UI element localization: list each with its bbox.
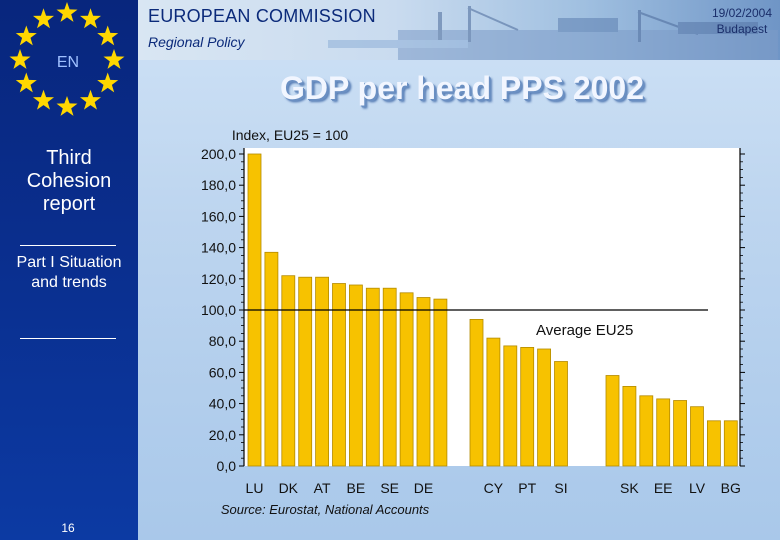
bar: [537, 348, 552, 467]
x-tick-label: DE: [414, 480, 433, 496]
star-icon: [97, 25, 119, 46]
y-tick-label: 180,0: [201, 177, 236, 193]
bar: [264, 251, 279, 467]
star-icon: [15, 72, 37, 93]
x-tick-label: BE: [347, 480, 366, 496]
bar: [281, 275, 296, 467]
x-tick-label: EE: [654, 480, 673, 496]
divider: [20, 338, 116, 339]
organization-name: EUROPEAN COMMISSION: [148, 6, 376, 26]
star-icon: [97, 72, 119, 93]
bar: [315, 276, 329, 467]
date-location: 19/02/2004 Budapest: [712, 5, 772, 37]
language-label: EN: [56, 54, 80, 71]
chart-subtitle: Index, EU25 = 100: [231, 127, 349, 143]
reference-line-label: Average EU25: [536, 322, 634, 339]
source-note: Source: Eurostat, National Accounts: [220, 502, 430, 517]
bar: [690, 406, 704, 467]
star-icon: [56, 2, 78, 22]
bar: [554, 361, 568, 467]
bar: [605, 375, 620, 467]
x-tick-label: BG: [721, 480, 741, 496]
star-icon: [33, 89, 54, 110]
bar: [416, 297, 431, 467]
chart-area: 0,0 20,0 40,0 60,0 80,0 100,0 120,0 140,0 160,0 1…: [194, 146, 750, 524]
date: 19/02/2004: [711, 6, 772, 20]
bar: [622, 385, 637, 467]
harbour-image: [328, 6, 778, 60]
y-tick-label: 100,0: [201, 302, 236, 318]
x-tick-label: PT: [518, 480, 536, 496]
section-title: Part I Situation and trends: [16, 254, 122, 291]
report-title: Third Cohesion report: [26, 147, 112, 215]
y-tick-label: 120,0: [201, 271, 236, 287]
star-icon: [80, 89, 101, 110]
sidebar: EN Third Cohesion report Part I Situatio…: [0, 0, 138, 540]
x-tick-label: LU: [246, 480, 264, 496]
star-icon: [15, 25, 37, 46]
x-tick-label: CY: [484, 480, 504, 496]
x-tick-label: SK: [620, 480, 639, 496]
y-tick-label: 140,0: [201, 240, 236, 256]
eu-stars-icon: [9, 2, 125, 116]
bar: [520, 346, 535, 467]
header-banner: [138, 0, 780, 60]
bar: [503, 345, 518, 467]
page-number: 16: [61, 521, 75, 535]
y-tick-label: 0,0: [217, 458, 237, 474]
star-icon: [9, 49, 31, 69]
x-tick-label: AT: [314, 480, 331, 496]
x-tick-label: LV: [689, 480, 706, 496]
bar: [348, 284, 363, 467]
star-icon: [56, 96, 78, 116]
unit-name: Regional Policy: [148, 34, 245, 50]
x-tick-label: DK: [279, 480, 299, 496]
bar: [433, 298, 448, 467]
gdp-bar-chart: 0,0 20,0 40,0 60,0 80,0 100,0 120,0 140,0 160,0 1…: [201, 146, 745, 496]
bar: [639, 395, 654, 467]
bar: [382, 287, 397, 467]
bar: [469, 318, 484, 467]
bar: [365, 287, 380, 467]
y-tick-label: 160,0: [201, 208, 236, 224]
y-tick-label: 200,0: [201, 146, 236, 162]
star-icon: [80, 8, 101, 29]
y-tick-label: 60,0: [209, 364, 236, 380]
y-tick-label: 40,0: [209, 396, 236, 412]
location: Budapest: [716, 22, 768, 36]
bar: [332, 283, 346, 467]
star-icon: [33, 8, 54, 29]
x-tick-label: SI: [554, 480, 567, 496]
y-tick-label: 80,0: [209, 333, 236, 349]
bar: [486, 337, 501, 467]
bar: [723, 420, 738, 467]
bar: [707, 420, 721, 467]
x-tick-label: SE: [380, 480, 399, 496]
slide-title: GDP per head PPS 2002: [279, 70, 645, 106]
bar: [656, 398, 671, 467]
bar: [399, 292, 414, 467]
bar: [673, 400, 688, 467]
star-icon: [103, 49, 125, 69]
divider: [20, 245, 116, 246]
y-tick-label: 20,0: [209, 427, 236, 443]
bar: [298, 276, 313, 467]
